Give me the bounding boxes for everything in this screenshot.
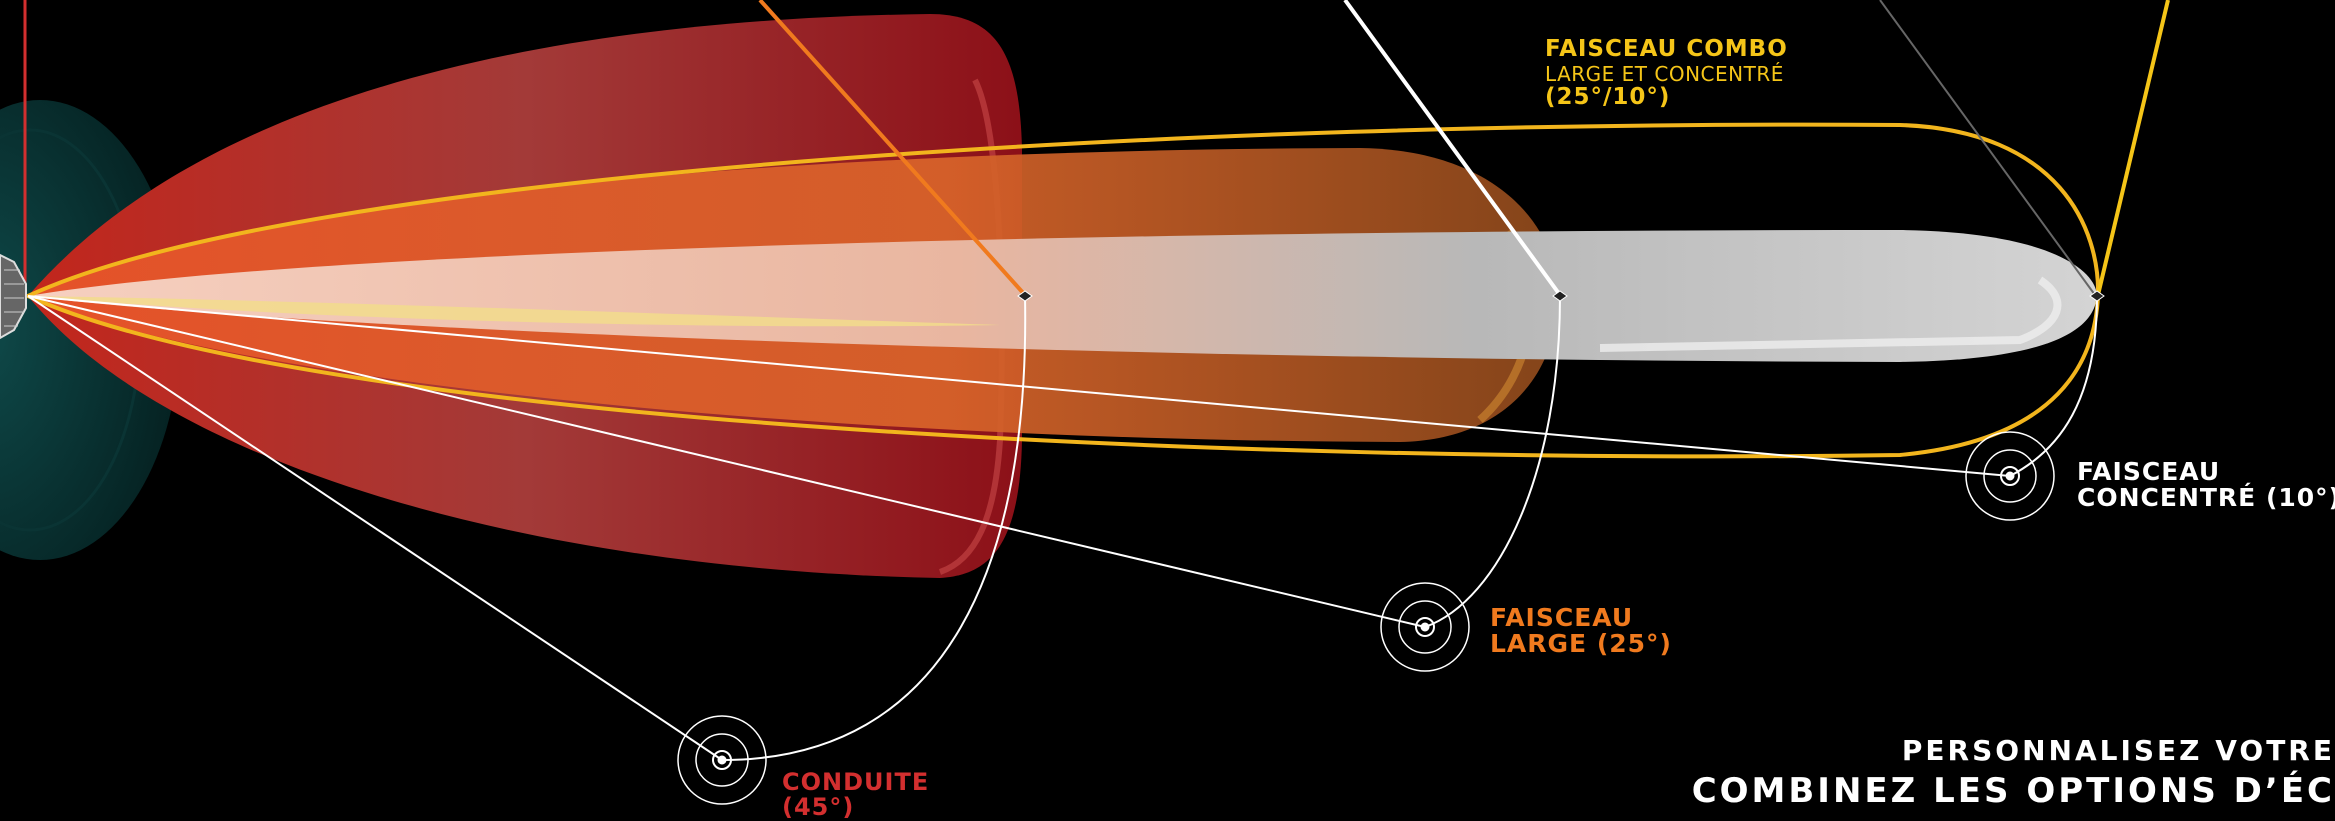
label-driving-beam: CONDUITE (45°)	[782, 770, 929, 820]
beam-core	[28, 296, 1000, 327]
footer-heading: PERSONNALISEZ VOTRE COMBINEZ LES OPTIONS…	[1692, 734, 2335, 811]
callout-top-gray	[1879, 0, 2096, 296]
ray-to-flood	[27, 295, 1426, 628]
callout-top-white	[1343, 0, 1562, 297]
connector-spot	[2009, 295, 2098, 477]
label-flood-line2: LARGE (25°)	[1490, 629, 1672, 658]
target-icon-driving	[677, 715, 767, 805]
label-driving-line1: CONDUITE	[782, 768, 930, 796]
ray-to-driving	[27, 295, 723, 761]
callout-top-orange	[758, 0, 1027, 297]
tip-marker-spot	[2089, 290, 2105, 302]
label-combo-subtitle: LARGE ET CONCENTRÉ	[1545, 62, 1784, 86]
target-icon-spot	[1965, 431, 2055, 521]
callout-top-yellow	[2096, 0, 2170, 296]
footer-line1: PERSONNALISEZ VOTRE	[1901, 734, 2335, 767]
connector-flood	[1424, 295, 1561, 628]
label-combo-angle: (25°/10°)	[1545, 84, 1671, 110]
label-combo-title: FAISCEAU COMBO	[1545, 36, 1788, 62]
label-spot-line2: CONCENTRÉ (10°)	[2077, 483, 2335, 512]
light-source-icon	[0, 253, 27, 340]
connector-driving	[721, 295, 1027, 761]
beam-spot	[28, 230, 2097, 362]
ray-to-spot	[27, 295, 2011, 477]
tip-marker-flood	[1552, 290, 1568, 302]
footer-line2: COMBINEZ LES OPTIONS D’ÉC	[1691, 771, 2335, 811]
target-icon-flood	[1380, 582, 1470, 672]
label-combo-beam: FAISCEAU COMBO LARGE ET CONCENTRÉ (25°/1…	[1545, 38, 1788, 109]
label-flood-beam: FAISCEAU LARGE (25°)	[1490, 605, 1672, 657]
label-flood-line1: FAISCEAU	[1490, 603, 1634, 632]
label-driving-line2: (45°)	[782, 793, 855, 821]
beam-spot-rim	[1599, 276, 2062, 352]
tip-marker-driving	[1017, 290, 1033, 302]
label-spot-beam: FAISCEAU CONCENTRÉ (10°)	[2077, 459, 2335, 511]
label-spot-line1: FAISCEAU	[2077, 457, 2221, 486]
